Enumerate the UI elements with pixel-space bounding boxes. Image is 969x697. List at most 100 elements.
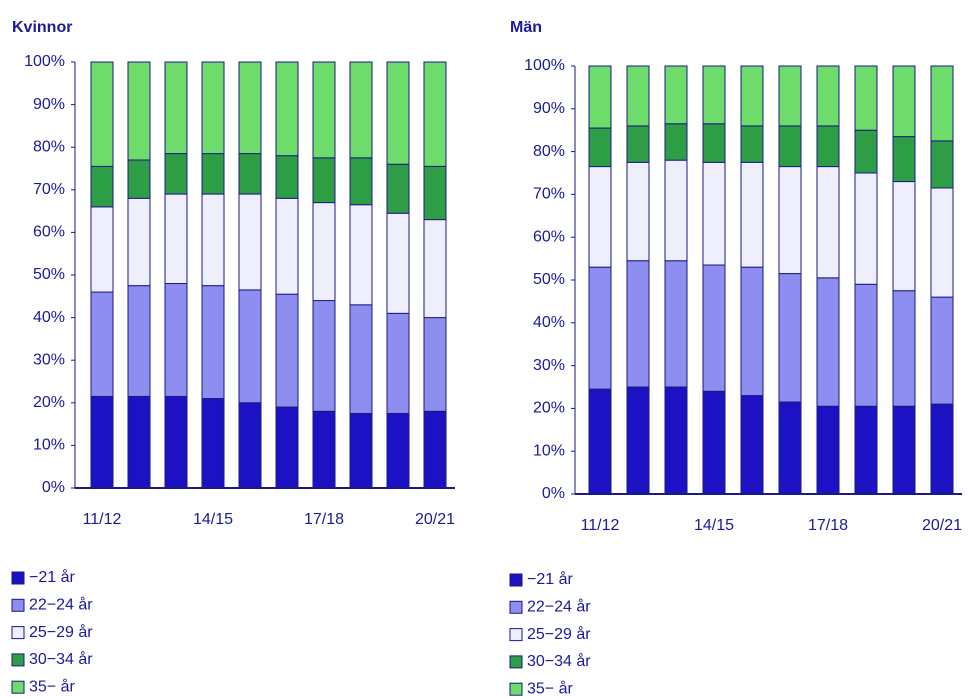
- bar-segment: [930, 187, 954, 298]
- bar-segment: [90, 61, 114, 167]
- y-tick-label: 70%: [33, 181, 65, 198]
- bar-segment: [626, 260, 650, 388]
- bar-segment: [664, 159, 688, 262]
- bar-segment: [386, 312, 410, 414]
- bar-segment: [892, 181, 916, 292]
- bar-segment: [349, 204, 373, 306]
- bar-segment: [588, 127, 612, 168]
- bar-segment: [588, 65, 612, 129]
- y-tick-label: 90%: [33, 96, 65, 113]
- bar-segment: [201, 285, 225, 400]
- bar-segment: [127, 197, 151, 287]
- bar-segment: [854, 172, 878, 285]
- bar-segment: [349, 61, 373, 159]
- bar-segment: [626, 125, 650, 163]
- legend-swatch: [11, 653, 25, 667]
- bar-segment: [238, 153, 262, 195]
- bar-segment: [423, 410, 447, 489]
- legend-label: −21 år: [29, 568, 75, 586]
- y-tick-label: 100%: [24, 53, 65, 70]
- bar-segment: [90, 291, 114, 397]
- bar-segment: [854, 129, 878, 174]
- bar-segment: [626, 161, 650, 262]
- bar-segment: [778, 401, 802, 495]
- bar-segment: [201, 61, 225, 155]
- bar-segment: [664, 386, 688, 495]
- y-tick-label: 0%: [542, 485, 565, 502]
- bar-segment: [312, 300, 336, 412]
- bar-segment: [702, 123, 726, 163]
- x-tick-label: 11/12: [581, 517, 620, 534]
- bar-segment: [892, 405, 916, 495]
- bar-segment: [312, 157, 336, 204]
- legend-label: 22−24 år: [29, 596, 93, 614]
- legend-swatch: [509, 573, 523, 587]
- bar-segment: [312, 61, 336, 159]
- bar-segment: [892, 136, 916, 183]
- bar-segment: [164, 153, 188, 195]
- bar-segment: [740, 266, 764, 397]
- bar-segment: [740, 395, 764, 495]
- chart-title: Kvinnor: [12, 19, 72, 36]
- legend-label: 30−34 år: [527, 652, 591, 670]
- bar-segment: [816, 166, 840, 279]
- bar-segment: [127, 159, 151, 199]
- legend-label: 30−34 år: [29, 650, 93, 668]
- bar-segment: [588, 166, 612, 268]
- legend-label: 25−29 år: [527, 625, 591, 643]
- bar-segment: [90, 395, 114, 489]
- bar-segment: [778, 125, 802, 168]
- bar-segment: [164, 193, 188, 285]
- y-tick-label: 60%: [533, 228, 565, 245]
- y-tick-label: 20%: [33, 394, 65, 411]
- legend-swatch: [11, 571, 25, 585]
- bar-segment: [275, 293, 299, 408]
- bar-segment: [816, 125, 840, 168]
- bar-segment: [778, 166, 802, 275]
- bar-segment: [164, 61, 188, 155]
- x-tick-label: 20/21: [415, 511, 455, 528]
- bar-segment: [275, 155, 299, 199]
- bar-segment: [386, 212, 410, 314]
- legend-swatch: [11, 680, 25, 694]
- bar-segment: [201, 193, 225, 287]
- bar-segment: [778, 65, 802, 127]
- bar-segment: [349, 304, 373, 414]
- bar-segment: [740, 65, 764, 127]
- legend-swatch: [509, 682, 523, 696]
- legend-label: 35− år: [29, 677, 75, 695]
- y-tick-label: 10%: [533, 442, 565, 459]
- legend-label: 35− år: [527, 679, 573, 697]
- y-tick-label: 30%: [33, 351, 65, 368]
- bar-segment: [778, 273, 802, 403]
- x-tick-label: 14/15: [694, 517, 734, 534]
- bar-segment: [740, 125, 764, 163]
- x-tick-label: 20/21: [922, 517, 962, 534]
- bar-segment: [702, 390, 726, 495]
- y-tick-label: 80%: [33, 138, 65, 155]
- bar-segment: [626, 386, 650, 495]
- bar-segment: [349, 157, 373, 206]
- bar-segment: [275, 61, 299, 157]
- y-tick-label: 0%: [42, 479, 65, 496]
- bar-segment: [90, 206, 114, 293]
- bar-segment: [275, 406, 299, 489]
- bar-segment: [892, 65, 916, 138]
- y-tick-label: 60%: [33, 224, 65, 241]
- bar-segment: [127, 285, 151, 397]
- legend-swatch: [11, 626, 25, 640]
- bar-segment: [626, 65, 650, 127]
- legend-label: 25−29 år: [29, 623, 93, 641]
- bar-segment: [664, 260, 688, 388]
- bar-segment: [90, 165, 114, 208]
- y-tick-label: 30%: [533, 357, 565, 374]
- y-tick-label: 20%: [533, 400, 565, 417]
- bar-segment: [930, 296, 954, 405]
- bar-segment: [816, 405, 840, 495]
- bar-segment: [854, 283, 878, 407]
- bar-segment: [854, 65, 878, 131]
- bar-segment: [386, 412, 410, 489]
- legend-swatch: [509, 628, 523, 642]
- y-tick-label: 90%: [533, 100, 565, 117]
